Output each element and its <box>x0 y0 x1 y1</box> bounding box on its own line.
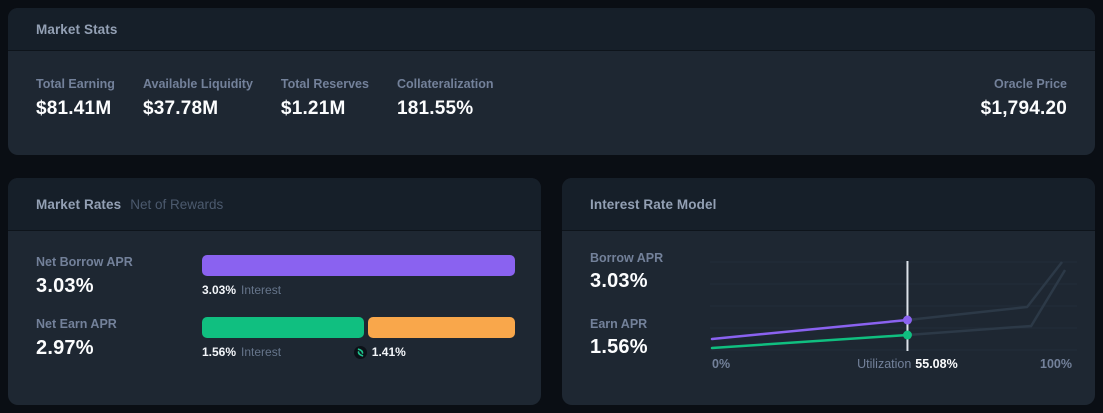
earn-rewards-legend: 1.41% <box>353 345 406 359</box>
chart-x-axis: 0% Utilization 55.08% 100% <box>710 357 1079 372</box>
market-stats-header: Market Stats <box>8 8 1095 51</box>
rate-label: Net Earn APR <box>36 317 117 331</box>
earn-apr-readout: Earn APR 1.56% <box>590 317 710 359</box>
earn-apr-bar <box>202 317 515 338</box>
market-rates-header: Market Rates Net of Rewards <box>8 178 541 231</box>
legend-value: 1.56% <box>202 345 237 359</box>
utilization-readout: Utilization 55.08% <box>857 357 958 371</box>
borrow-apr-bar <box>202 255 515 276</box>
stat-value: $1.21M <box>280 98 346 119</box>
stat-collateralization: Collateralization 181.55% <box>397 77 494 120</box>
market-stats-body: Total Earning $81.41M Available Liquidit… <box>8 51 1095 120</box>
x-tick-hundred: 100% <box>1040 357 1072 371</box>
stat-total-earning: Total Earning $81.41M <box>36 77 115 120</box>
borrow-bar-legend: 3.03% Interest <box>202 283 515 298</box>
stat-label: Total Earning <box>36 77 115 91</box>
stat-label: Total Reserves <box>280 77 369 91</box>
earn-marker-dot <box>902 330 912 340</box>
borrow-interest-segment <box>202 255 515 276</box>
stat-available-liquidity: Available Liquidity $37.78M <box>143 77 253 120</box>
interest-rate-model-header: Interest Rate Model <box>562 178 1095 231</box>
earn-bar-legend: 1.56% Interest 1.41% <box>202 345 515 360</box>
market-stats-title: Market Stats <box>36 21 118 37</box>
net-borrow-apr-readout: Net Borrow APR 3.03% <box>36 255 202 298</box>
legend-value: 3.03% <box>202 283 237 297</box>
borrow-interest-legend: 3.03% Interest <box>202 283 281 297</box>
borrow-apr-readout: Borrow APR 3.03% <box>590 251 710 293</box>
legend-value: 1.41% <box>371 345 406 359</box>
apr-label: Earn APR <box>590 317 648 331</box>
stat-value: $37.78M <box>142 98 219 119</box>
stat-total-reserves: Total Reserves $1.21M <box>281 77 369 120</box>
apr-readouts: Borrow APR 3.03% Earn APR 1.56% <box>590 251 710 372</box>
borrow-projection-line <box>907 261 1064 322</box>
market-stats-panel: Market Stats Total Earning $81.41M Avail… <box>8 8 1095 155</box>
legend-label: Interest <box>241 345 282 359</box>
earn-projection-line <box>907 269 1067 337</box>
interest-rate-model-body: Borrow APR 3.03% Earn APR 1.56% <box>562 231 1095 372</box>
net-earn-apr-readout: Net Earn APR 2.97% <box>36 317 202 360</box>
utilization-value: 55.08% <box>915 357 958 371</box>
stat-value: 181.55% <box>396 98 474 119</box>
earn-rewards-segment <box>368 317 515 338</box>
stat-label: Oracle Price <box>994 77 1067 91</box>
net-earn-apr-row: Net Earn APR 2.97% 1.56% Interest <box>36 317 515 360</box>
stat-label: Available Liquidity <box>142 77 253 91</box>
borrow-apr-line <box>710 318 909 341</box>
market-rates-panel: Market Rates Net of Rewards Net Borrow A… <box>8 178 541 405</box>
earn-apr-line <box>710 333 909 350</box>
rate-label: Net Borrow APR <box>36 255 133 269</box>
utilization-label: Utilization <box>857 357 912 371</box>
interest-rate-chart <box>710 261 1078 351</box>
market-rates-subtitle: Net of Rewards <box>130 196 224 212</box>
stat-value: $81.41M <box>36 98 112 119</box>
apr-label: Borrow APR <box>590 251 664 265</box>
earn-interest-segment <box>202 317 365 338</box>
rate-value: 3.03% <box>36 275 94 297</box>
net-earn-apr-bar-group: 1.56% Interest 1.41% <box>202 317 515 360</box>
x-tick-zero: 0% <box>712 357 731 371</box>
apr-value: 1.56% <box>590 336 648 358</box>
stat-oracle-price: Oracle Price $1,794.20 <box>981 77 1067 120</box>
interest-rate-model-title: Interest Rate Model <box>590 196 717 212</box>
stat-value: $1,794.20 <box>980 98 1067 119</box>
interest-rate-chart-area: 0% Utilization 55.08% 100% <box>710 251 1079 372</box>
earn-interest-legend: 1.56% Interest <box>202 345 281 359</box>
borrow-marker-dot <box>902 315 912 325</box>
net-borrow-apr-bar-group: 3.03% Interest <box>202 255 515 298</box>
rate-value: 2.97% <box>36 337 94 359</box>
market-rates-body: Net Borrow APR 3.03% 3.03% Interest Net … <box>8 231 541 360</box>
net-borrow-apr-row: Net Borrow APR 3.03% 3.03% Interest <box>36 255 515 298</box>
legend-label: Interest <box>241 283 282 297</box>
stat-label: Collateralization <box>396 77 494 91</box>
market-rates-title: Market Rates <box>36 196 122 212</box>
apr-value: 3.03% <box>590 270 648 292</box>
comp-token-icon <box>353 345 367 359</box>
interest-rate-model-panel: Interest Rate Model Borrow APR 3.03% Ear… <box>562 178 1095 405</box>
